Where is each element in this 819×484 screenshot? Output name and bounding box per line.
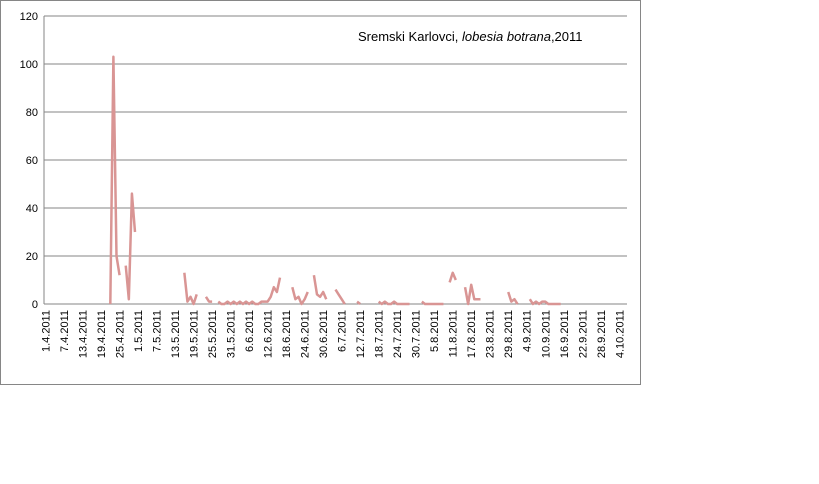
y-tick-label: 0 (32, 299, 38, 311)
y-tick-label: 40 (26, 203, 38, 215)
y-tick-label: 20 (26, 251, 38, 263)
x-tick-label: 6.7.2011 (337, 310, 349, 352)
series-line (109, 55, 561, 306)
x-tick-label: 18.7.2011 (374, 310, 386, 358)
x-tick-label: 30.6.2011 (318, 310, 330, 358)
x-tick-label: 13.4.2011 (78, 310, 90, 358)
title-prefix: Sremski Karlovci, (358, 29, 462, 44)
y-tick-label: 80 (26, 107, 38, 119)
x-tick-label: 10.9.2011 (540, 310, 552, 358)
x-tick-label: 7.5.2011 (152, 310, 164, 352)
x-tick-label: 28.9.2011 (596, 310, 608, 358)
plot-area: 0 20 40 60 80 100 120 1.4.2011 7.4.2011 13.4.2011… (20, 11, 627, 358)
x-tick-label: 1.4.2011 (41, 310, 53, 352)
x-tick-label: 17.8.2011 (466, 310, 478, 358)
x-tick-label: 12.6.2011 (263, 310, 275, 358)
y-tick-label: 120 (20, 11, 38, 23)
x-tick-label: 12.7.2011 (355, 310, 367, 358)
x-tick-label: 29.8.2011 (503, 310, 515, 358)
x-tick-label: 18.6.2011 (281, 310, 293, 358)
y-tick-label: 60 (26, 155, 38, 167)
x-tick-label: 19.4.2011 (96, 310, 108, 358)
x-tick-label: 24.6.2011 (300, 310, 312, 358)
title-species: lobesia botrana (462, 29, 551, 44)
x-tick-label: 16.9.2011 (559, 310, 571, 358)
title-suffix: ,2011 (551, 29, 583, 44)
y-tick-label: 100 (20, 59, 38, 71)
x-tick-label: 4.10.2011 (614, 310, 626, 358)
x-tick-label: 23.8.2011 (485, 310, 497, 358)
x-tick-label: 1.5.2011 (133, 310, 145, 352)
x-tick-label: 5.8.2011 (429, 310, 441, 352)
x-tick-label: 11.8.2011 (448, 310, 460, 357)
x-tick-label: 7.4.2011 (59, 310, 71, 352)
x-tick-label: 25.5.2011 (207, 310, 219, 358)
chart-title: Sremski Karlovci, lobesia botrana,2011 (358, 29, 583, 44)
x-tick-label: 30.7.2011 (411, 310, 423, 358)
x-tick-label: 13.5.2011 (170, 310, 182, 358)
x-tick-label: 19.5.2011 (189, 310, 201, 358)
x-tick-label: 4.9.2011 (522, 310, 534, 352)
x-tick-label: 31.5.2011 (226, 310, 238, 358)
x-tick-label: 6.6.2011 (244, 310, 256, 352)
x-tick-label: 22.9.2011 (577, 310, 589, 358)
x-tick-label: 25.4.2011 (115, 310, 127, 358)
x-tick-label: 24.7.2011 (392, 310, 404, 358)
